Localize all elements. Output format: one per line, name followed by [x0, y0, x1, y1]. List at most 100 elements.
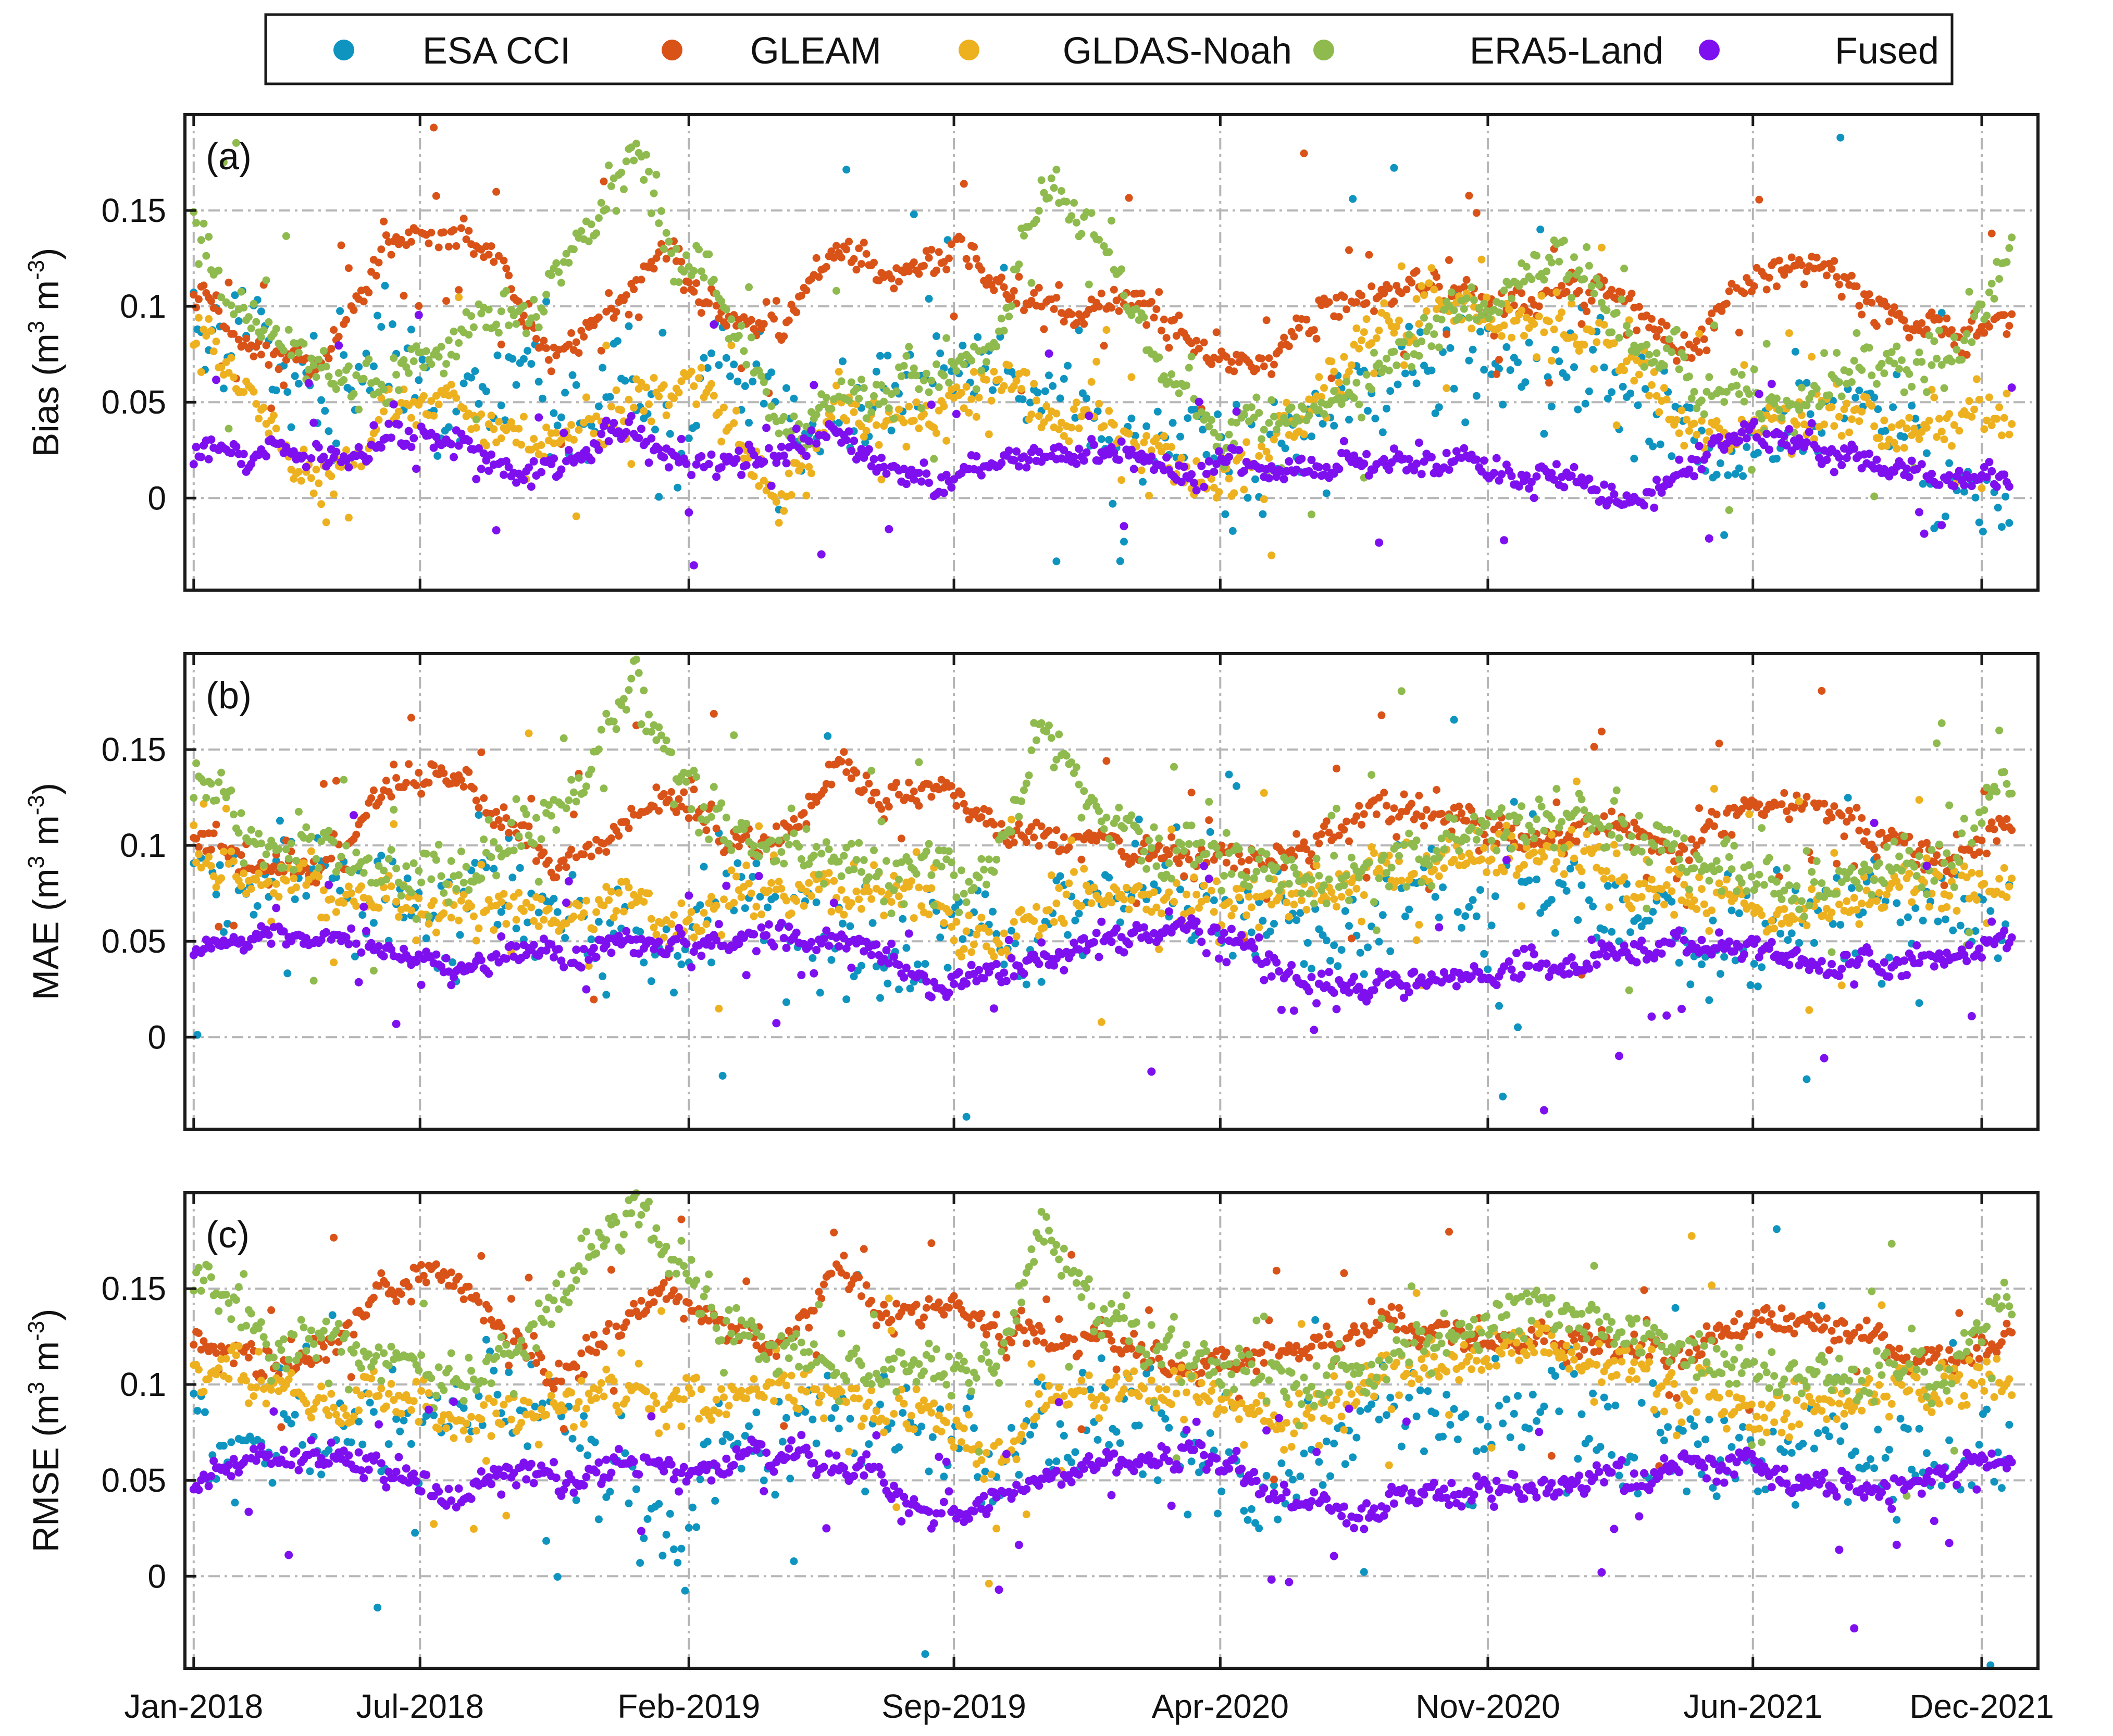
data-point-esa-cci	[613, 337, 622, 345]
data-point-esa-cci	[943, 964, 952, 972]
data-point-era5-land	[217, 293, 226, 302]
data-point-era5-land	[1045, 194, 1053, 202]
data-point-esa-cci	[1334, 962, 1342, 970]
data-point-fused	[939, 489, 948, 497]
data-point-gleam	[625, 824, 633, 832]
data-point-fused	[1600, 480, 1609, 489]
data-point-era5-land	[1908, 382, 1916, 391]
data-point-gldas-noah	[865, 888, 873, 895]
data-point-gleam	[1577, 320, 1586, 328]
data-point-era5-land	[1690, 388, 1698, 396]
data-point-gleam	[1097, 290, 1105, 297]
data-point-fused	[387, 433, 395, 442]
data-point-era5-land	[594, 214, 603, 222]
data-point-gleam	[275, 365, 283, 373]
data-point-fused	[1830, 468, 1838, 477]
data-point-esa-cci	[1018, 395, 1027, 404]
data-point-esa-cci	[1720, 531, 1729, 539]
data-point-gleam	[1845, 806, 1854, 815]
data-point-gleam	[840, 748, 848, 756]
data-point-esa-cci	[782, 384, 790, 392]
data-point-esa-cci	[1214, 410, 1222, 418]
data-point-era5-land	[585, 237, 593, 245]
data-point-gleam	[845, 758, 853, 766]
data-point-era5-land	[700, 273, 708, 282]
data-point-gldas-noah	[197, 368, 205, 376]
data-point-era5-land	[1343, 378, 1351, 386]
data-point-fused	[1850, 444, 1859, 453]
data-point-esa-cci	[1060, 374, 1068, 383]
data-point-era5-land	[1700, 410, 1708, 418]
data-point-esa-cci	[1472, 392, 1481, 400]
data-point-fused	[764, 444, 773, 453]
data-point-fused	[925, 478, 934, 487]
data-point-gldas-noah	[1512, 316, 1521, 324]
data-point-fused	[450, 453, 458, 461]
data-point-era5-land	[1400, 338, 1408, 346]
data-point-esa-cci	[1626, 928, 1635, 936]
data-point-gleam	[960, 180, 968, 188]
data-point-gleam	[1235, 358, 1243, 366]
data-point-gleam	[680, 788, 688, 796]
data-point-gleam	[1633, 326, 1641, 334]
data-point-gleam	[1575, 287, 1583, 295]
data-point-esa-cci	[1499, 401, 1507, 409]
data-point-gleam	[740, 313, 748, 321]
data-point-esa-cci	[1435, 914, 1443, 922]
data-point-esa-cci	[839, 357, 847, 366]
y-axis-title-part: -3	[23, 260, 49, 280]
data-point-esa-cci	[1450, 716, 1458, 724]
data-point-gleam	[605, 289, 613, 297]
data-point-fused	[927, 401, 936, 409]
data-point-era5-land	[1583, 243, 1591, 251]
data-point-esa-cci	[1934, 917, 1942, 926]
data-point-esa-cci	[868, 919, 877, 927]
data-point-gleam	[602, 848, 611, 856]
data-point-gleam	[935, 248, 943, 256]
data-point-fused	[1279, 475, 1288, 483]
data-point-fused	[882, 469, 891, 478]
data-point-esa-cci	[1559, 880, 1567, 889]
data-point-gleam	[1010, 287, 1018, 295]
data-point-gldas-noah	[1375, 327, 1383, 334]
data-point-era5-land	[1745, 390, 1754, 398]
data-point-gldas-noah	[1000, 929, 1008, 938]
data-point-esa-cci	[1056, 394, 1064, 403]
data-point-fused	[1812, 444, 1821, 453]
data-point-gldas-noah	[1270, 435, 1278, 444]
data-point-esa-cci	[1461, 912, 1470, 920]
data-point-gleam	[430, 761, 438, 770]
data-point-gldas-noah	[1215, 488, 1223, 496]
data-point-era5-land	[1418, 337, 1426, 345]
data-point-fused	[1072, 459, 1081, 468]
data-point-fused	[1610, 490, 1619, 498]
data-point-fused	[885, 525, 893, 533]
data-point-fused	[760, 457, 768, 466]
data-point-fused	[1235, 446, 1244, 455]
data-point-gldas-noah	[1680, 442, 1688, 450]
data-point-gldas-noah	[612, 907, 620, 915]
data-point-fused	[710, 320, 718, 329]
data-point-era5-land	[247, 324, 255, 332]
data-point-era5-land	[1070, 199, 1078, 207]
data-point-gleam	[1835, 280, 1843, 289]
data-point-gldas-noah	[240, 388, 248, 396]
data-point-esa-cci	[234, 317, 243, 325]
data-point-gleam	[1647, 315, 1656, 323]
data-point-gldas-noah	[605, 896, 613, 904]
data-point-gleam	[1985, 322, 1993, 331]
data-point-gldas-noah	[1900, 444, 1908, 452]
legend-marker-fused	[1699, 40, 1720, 60]
data-point-gleam	[597, 346, 605, 355]
data-point-fused	[707, 450, 716, 459]
data-point-gldas-noah	[1497, 332, 1506, 340]
data-point-esa-cci	[1461, 418, 1470, 427]
data-point-era5-land	[194, 260, 203, 268]
data-point-gleam	[1258, 354, 1265, 363]
data-point-esa-cci	[1634, 914, 1642, 922]
data-point-esa-cci	[1446, 344, 1455, 352]
data-point-gleam	[1080, 320, 1088, 328]
data-point-esa-cci	[1416, 328, 1424, 336]
data-point-gleam	[200, 281, 208, 290]
data-point-gldas-noah	[590, 926, 598, 933]
